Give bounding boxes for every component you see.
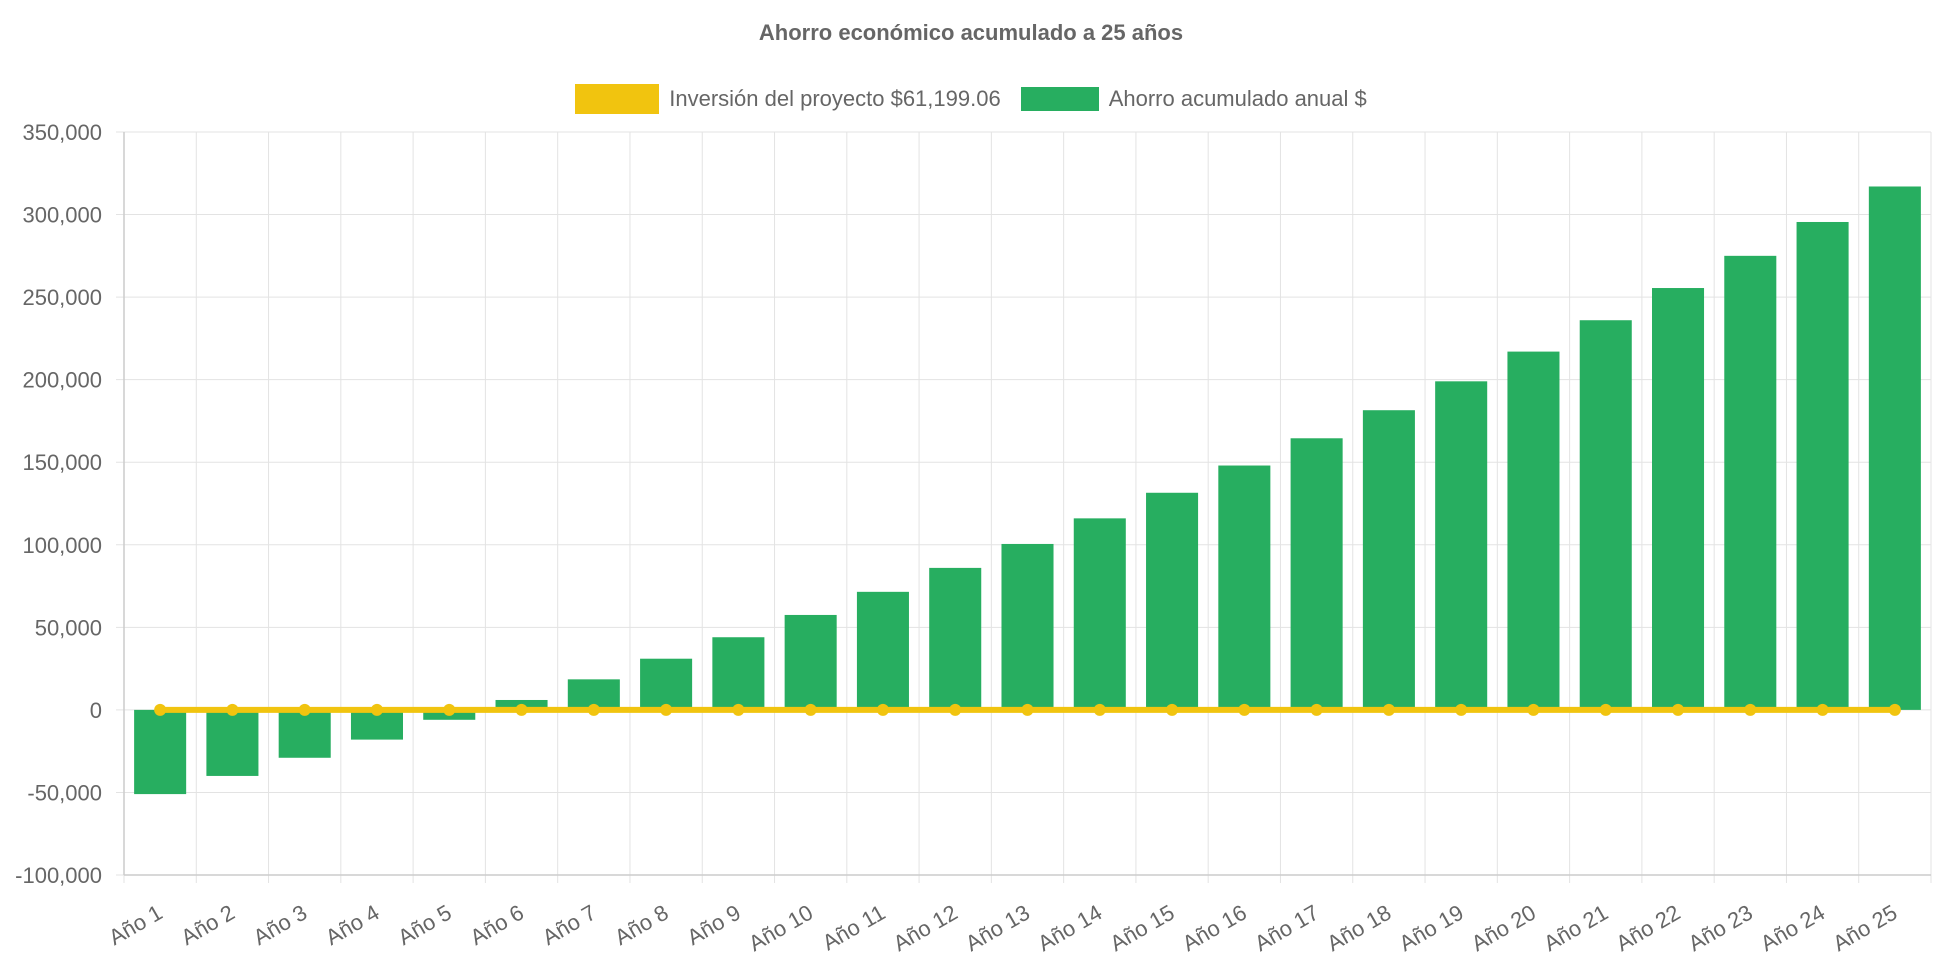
- point-inversion: [876, 703, 889, 716]
- bar-ahorro: [278, 709, 331, 758]
- bar-ahorro: [784, 614, 837, 710]
- x-tick-label: Año 1: [104, 900, 166, 950]
- point-inversion: [515, 703, 528, 716]
- bar-ahorro: [856, 591, 909, 710]
- x-tick-label: Año 20: [1467, 900, 1540, 957]
- bar-ahorro: [712, 637, 765, 710]
- bar-ahorro: [1579, 320, 1632, 710]
- bar-ahorro: [929, 567, 982, 710]
- bar-ahorro: [1796, 221, 1849, 710]
- legend-swatch-inversion: [575, 84, 660, 114]
- point-inversion: [1238, 703, 1251, 716]
- y-tick-label: 100,000: [22, 533, 102, 558]
- y-tick-label: 50,000: [35, 615, 102, 640]
- x-tick-label: Año 15: [1106, 900, 1179, 957]
- x-tick-label: Año 4: [321, 900, 383, 950]
- point-inversion: [1166, 703, 1179, 716]
- y-tick-label: 300,000: [22, 203, 102, 228]
- x-tick-label: Año 6: [466, 900, 528, 950]
- chart-title: Ahorro económico acumulado a 25 años: [758, 20, 1184, 45]
- point-inversion: [443, 703, 456, 716]
- x-tick-label: Año 23: [1684, 900, 1757, 957]
- y-tick-label: -50,000: [27, 780, 102, 805]
- bar-ahorro: [1651, 288, 1705, 710]
- x-tick-label: Año 10: [744, 900, 817, 957]
- x-tick-label: Año 24: [1756, 900, 1829, 957]
- bar-ahorro: [1001, 543, 1054, 710]
- point-inversion: [732, 703, 745, 716]
- y-tick-label: 150,000: [22, 450, 102, 475]
- point-inversion: [1455, 703, 1468, 716]
- x-tick-label: Año 14: [1033, 900, 1106, 957]
- point-inversion: [154, 703, 167, 716]
- legend-label-inversion: Inversión del proyecto $61,199.06: [669, 86, 1001, 111]
- legend-label-ahorro: Ahorro acumulado anual $: [1108, 86, 1367, 111]
- bar-ahorro: [1073, 518, 1126, 710]
- x-tick-label: Año 16: [1178, 900, 1251, 957]
- point-inversion: [1310, 703, 1323, 716]
- bar-ahorro: [1362, 410, 1415, 710]
- x-tick-label: Año 8: [610, 900, 672, 950]
- point-inversion: [1021, 703, 1034, 716]
- x-tick-label: Año 7: [538, 900, 600, 950]
- point-inversion: [660, 703, 673, 716]
- point-inversion: [226, 703, 239, 716]
- point-inversion: [804, 703, 817, 716]
- point-inversion: [1093, 703, 1106, 716]
- point-inversion: [1888, 703, 1901, 716]
- bar-ahorro: [1146, 492, 1199, 710]
- bar-ahorro: [134, 709, 187, 795]
- point-inversion: [370, 703, 383, 716]
- x-tick-label: Año 18: [1323, 900, 1396, 957]
- y-tick-label: 200,000: [22, 368, 102, 393]
- x-tick-label: Año 12: [889, 900, 962, 957]
- x-tick-label: Año 2: [177, 900, 239, 950]
- legend-item-ahorro[interactable]: Ahorro acumulado anual $: [1020, 86, 1367, 112]
- bar-ahorro: [206, 709, 259, 776]
- point-inversion: [1744, 703, 1757, 716]
- bar-ahorro: [1435, 381, 1488, 710]
- point-inversion: [1599, 703, 1612, 716]
- legend-item-inversion[interactable]: Inversión del proyecto $61,199.06: [575, 84, 1001, 114]
- point-inversion: [298, 703, 311, 716]
- x-tick-label: Año 17: [1250, 900, 1323, 957]
- point-inversion: [1672, 703, 1685, 716]
- bar-ahorro: [1507, 351, 1560, 710]
- x-tick-label: Año 19: [1395, 900, 1468, 957]
- x-tick-label: Año 22: [1612, 900, 1685, 957]
- y-tick-label: -100,000: [15, 863, 102, 888]
- bar-ahorro: [1218, 465, 1271, 710]
- bar-ahorro: [1290, 438, 1343, 710]
- point-inversion: [949, 703, 962, 716]
- y-tick-label: 250,000: [22, 285, 102, 310]
- x-tick-label: Año 3: [249, 900, 311, 950]
- bar-ahorro: [640, 658, 693, 710]
- x-tick-label: Año 11: [818, 900, 889, 956]
- legend-swatch-ahorro: [1020, 87, 1099, 111]
- x-tick-label: Año 13: [961, 900, 1034, 957]
- y-tick-label: 350,000: [22, 120, 102, 145]
- point-inversion: [1816, 703, 1829, 716]
- chart-legend: Inversión del proyecto $61,199.06 Ahorro…: [0, 84, 1942, 114]
- bar-ahorro: [1724, 255, 1777, 710]
- x-tick-label: Año 5: [393, 900, 455, 950]
- bar-ahorro: [1868, 186, 1921, 710]
- point-inversion: [1382, 703, 1395, 716]
- point-inversion: [1527, 703, 1540, 716]
- point-inversion: [587, 703, 600, 716]
- y-tick-label: 0: [90, 698, 102, 723]
- x-tick-label: Año 25: [1828, 900, 1901, 957]
- x-tick-label: Año 21: [1539, 900, 1612, 957]
- x-tick-label: Año 9: [683, 900, 745, 950]
